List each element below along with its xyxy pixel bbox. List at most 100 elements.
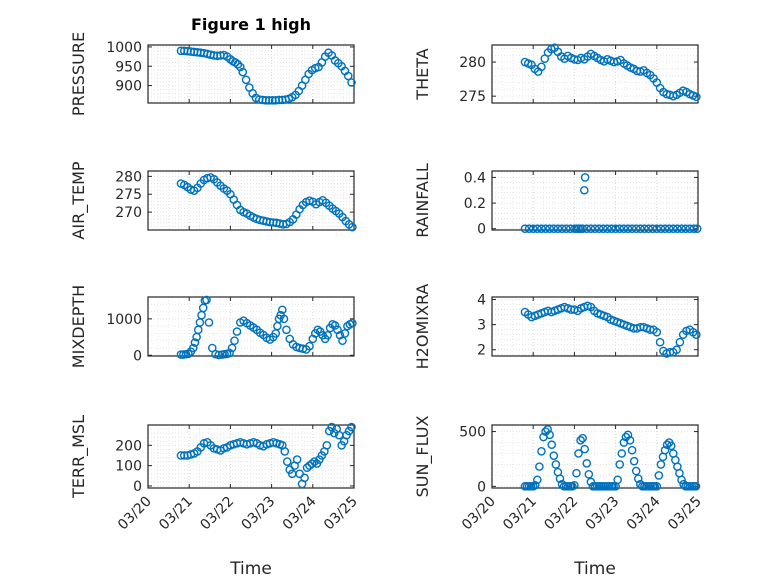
data-point — [677, 475, 686, 485]
data-point — [582, 224, 592, 234]
data-point — [300, 473, 309, 483]
data-point — [323, 330, 332, 340]
data-point — [305, 341, 314, 351]
y-tick-label-2: 200 — [115, 438, 142, 454]
data-point — [348, 318, 357, 328]
data-point — [660, 224, 670, 234]
data-point — [553, 224, 563, 234]
data-point — [627, 445, 637, 455]
data-point — [561, 224, 571, 234]
y-axis-label: RAINFALL — [413, 163, 432, 238]
y-tick-label-2: 4 — [477, 293, 486, 309]
y-tick-label-1: 100 — [115, 459, 142, 475]
y-axis-label: MIXDEPTH — [69, 285, 88, 368]
data-point — [292, 455, 302, 464]
data-point — [282, 457, 292, 466]
data-point — [629, 456, 639, 466]
data-point — [652, 327, 662, 337]
axes-box — [491, 170, 699, 231]
data-point — [611, 224, 620, 234]
data-point — [555, 474, 565, 483]
data-point — [543, 425, 552, 434]
data-point — [330, 321, 340, 330]
data-point — [338, 336, 347, 346]
data-point — [343, 71, 353, 81]
data-point — [528, 224, 538, 234]
subplot-6: 2 3 4 H2OMIXRA — [413, 284, 701, 369]
y-axis-label: SUN_FLUX — [413, 416, 433, 498]
data-point — [617, 449, 627, 458]
data-point — [225, 348, 234, 358]
data-point — [231, 58, 240, 67]
data-point — [660, 445, 670, 455]
data-point — [619, 224, 629, 234]
y-tick-label-2: 280 — [115, 169, 142, 185]
data-point — [347, 422, 356, 432]
data-point — [340, 329, 350, 338]
data-point — [189, 343, 198, 353]
data-point — [227, 343, 237, 353]
y-tick-label-0: 2 — [477, 343, 486, 359]
data-point — [280, 447, 290, 456]
y-tick-label-0: 270 — [115, 205, 142, 221]
data-point — [214, 350, 224, 360]
data-point — [691, 482, 701, 491]
data-point — [533, 475, 542, 485]
y-tick-label-0: 900 — [115, 79, 142, 95]
data-point — [184, 349, 193, 359]
data-point — [576, 436, 585, 445]
data-point — [574, 449, 583, 458]
data-point — [579, 185, 589, 195]
axes-box — [147, 170, 355, 231]
data-point — [232, 327, 242, 336]
data-point — [322, 441, 332, 450]
data-point — [545, 224, 554, 234]
data-point — [675, 337, 685, 347]
data-point — [549, 451, 559, 460]
data-point — [541, 224, 550, 234]
subplot-1: 900 950 1000 PRESSURE — [69, 32, 356, 116]
data-point — [537, 224, 546, 234]
y-tick-label-1: 1000 — [106, 312, 142, 328]
data-point — [230, 336, 239, 346]
data-point — [578, 433, 587, 443]
y-tick-label-1: 280 — [459, 55, 486, 71]
data-point — [533, 224, 542, 234]
data-point — [652, 482, 662, 491]
y-axis-label: PRESSURE — [69, 32, 88, 116]
data-point — [594, 224, 604, 234]
data-point — [613, 475, 622, 485]
data-point — [652, 224, 662, 234]
data-point — [631, 466, 641, 476]
data-point — [279, 314, 289, 324]
axes-box — [491, 424, 699, 489]
data-point — [520, 224, 530, 234]
data-point — [524, 224, 534, 234]
data-point — [545, 430, 554, 440]
subplot-2: 275 280 THETA — [413, 43, 701, 105]
y-tick-label-0: 275 — [459, 89, 486, 105]
data-point — [535, 462, 544, 471]
data-point — [578, 224, 587, 234]
data-point — [202, 295, 211, 305]
y-tick-label-1: 500 — [459, 425, 486, 441]
data-point — [537, 62, 546, 72]
data-point — [582, 459, 592, 468]
data-point — [625, 436, 635, 445]
data-point — [666, 441, 676, 451]
data-point — [672, 345, 681, 355]
axes-box — [147, 44, 355, 104]
data-point — [640, 224, 649, 234]
data-point — [235, 62, 245, 72]
data-point — [307, 459, 317, 468]
data-point — [547, 440, 557, 450]
data-point — [190, 338, 200, 347]
y-axis-label: AIR_TEMP — [69, 161, 89, 239]
data-point — [692, 92, 701, 102]
y-tick-label-2: 1000 — [106, 40, 142, 56]
y-tick-label-1: 950 — [115, 59, 142, 75]
data-point — [692, 224, 702, 234]
data-point — [633, 474, 643, 483]
data-point — [681, 224, 690, 234]
data-point — [689, 224, 699, 234]
